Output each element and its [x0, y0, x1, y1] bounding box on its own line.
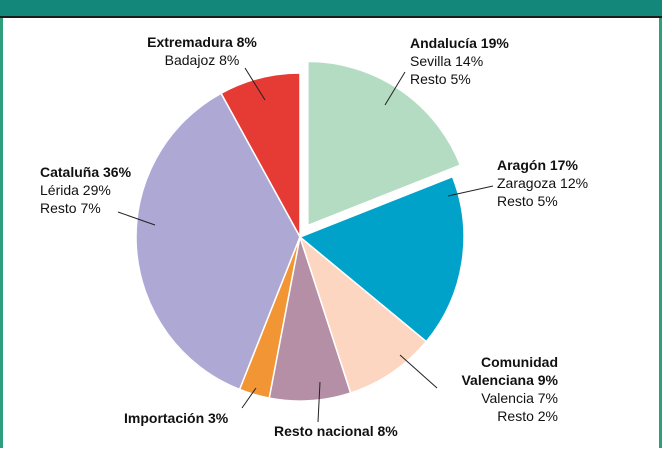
pie-slice	[135, 92, 301, 391]
leader-line	[241, 387, 257, 409]
category-name: Aragón	[497, 157, 546, 173]
pie-slice	[298, 234, 428, 394]
detail-line: Resto 2%	[497, 408, 558, 424]
label-main: Andalucía 19%	[410, 34, 509, 52]
detail-line: Badajoz 8%	[164, 52, 240, 68]
detail-line: Resto 5%	[410, 71, 471, 87]
detail-line: Valencia 7%	[481, 390, 558, 406]
leader-line	[317, 381, 321, 423]
slice-label: Andalucía 19% Sevilla 14% Resto 5%	[410, 34, 509, 88]
category-name: Resto nacional	[274, 423, 374, 439]
slice-label: Resto nacional 8%	[274, 422, 398, 440]
slice-label: Importación 3%	[124, 409, 228, 427]
slice-label: Comunidad Valenciana 9% Valencia 7% Resto …	[448, 353, 558, 425]
slice-label: Cataluña 36% Lérida 29% Resto 7%	[40, 163, 131, 217]
detail-line: Resto 7%	[40, 200, 101, 216]
detail-line: Sevilla 14%	[410, 53, 484, 69]
leader-line	[244, 67, 266, 101]
value-label: 36%	[103, 164, 132, 180]
slice-label: Aragón 17% Zaragoza 12% Resto 5%	[497, 156, 588, 210]
category-name: Cataluña	[40, 164, 100, 180]
value-label: 3%	[208, 410, 229, 426]
category-name: Andalucía	[410, 35, 477, 51]
leader-lines	[117, 67, 494, 423]
value-label: 8%	[236, 34, 257, 50]
pie-slice	[307, 60, 462, 227]
label-main: Cataluña 36%	[40, 163, 131, 181]
detail-line: Zaragoza 12%	[497, 175, 589, 191]
leader-line	[384, 71, 406, 106]
value-label: 19%	[480, 35, 509, 51]
value-label: 8%	[377, 423, 398, 439]
value-label: 17%	[549, 157, 578, 173]
label-main: Resto nacional 8%	[274, 422, 398, 440]
header-bar	[0, 0, 662, 18]
label-main: Aragón 17%	[497, 156, 588, 174]
pie-slice	[298, 175, 465, 343]
category-name: Extremadura	[147, 34, 233, 50]
detail-line: Lérida 29%	[40, 182, 111, 198]
leader-line	[447, 185, 494, 197]
category-name: Importación	[124, 410, 205, 426]
detail-line: Resto 5%	[497, 193, 558, 209]
value-label: 9%	[537, 372, 558, 388]
leader-line	[117, 211, 156, 226]
label-main: Comunidad Valenciana 9%	[448, 353, 558, 389]
label-main: Extremadura 8%	[140, 33, 264, 51]
label-main: Importación 3%	[124, 409, 228, 427]
category-name: Comunidad Valenciana	[461, 354, 558, 388]
leader-line	[399, 354, 438, 389]
slice-label: Extremadura 8% Badajoz 8%	[140, 33, 264, 69]
